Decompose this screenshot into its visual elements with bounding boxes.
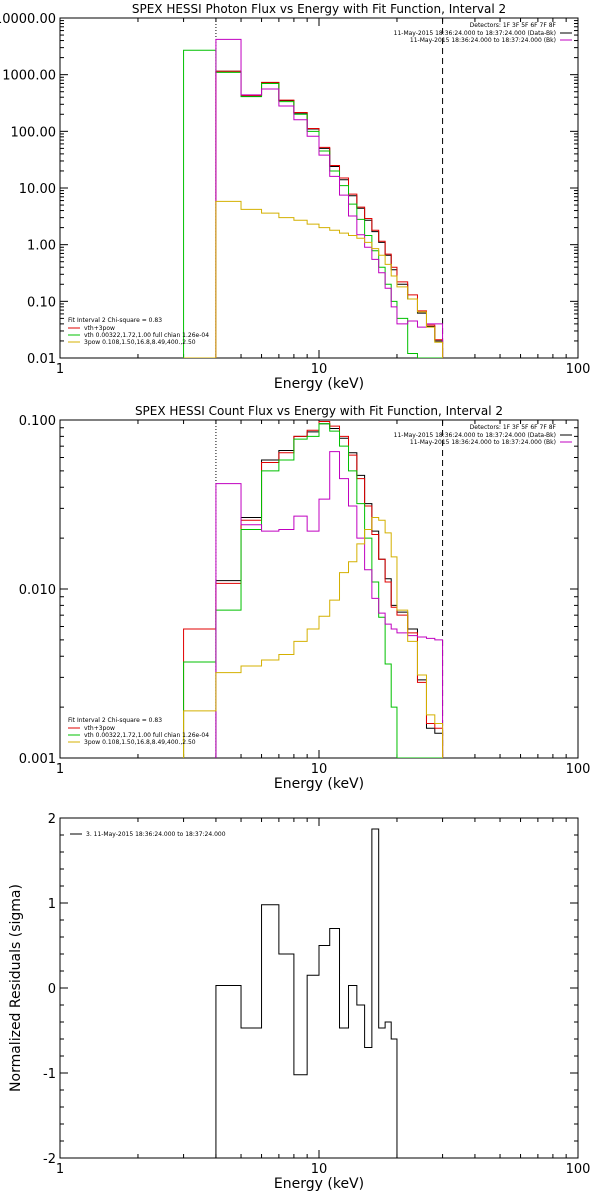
x-tick-label: 100 <box>566 762 591 777</box>
y-tick-label: 1000.00 <box>2 69 56 84</box>
y-tick-label: 10.00 <box>19 182 56 197</box>
legend-item-label: 11-May-2015 18:36:24.000 to 18:37:24.000… <box>410 439 556 446</box>
series-1-histogram <box>183 420 444 758</box>
x-axis-label: Energy (keV) <box>274 776 364 792</box>
y-tick-label: 0.01 <box>27 352 56 367</box>
legend-item-label: 3pow 0.108,1.50,16.8,8.49,400.,2.50 <box>84 339 196 346</box>
series-4-histogram <box>183 200 444 358</box>
legend-fit-header: Fit Interval 2 Chi-square = 0.83 <box>68 317 162 324</box>
y-tick-label: 1.00 <box>27 239 56 254</box>
legend-item-label: 11-May-2015 18:36:24.000 to 18:37:24.000… <box>394 432 556 439</box>
y-tick-label: -2 <box>43 1152 56 1167</box>
y-tick-label: 0.010 <box>19 583 56 598</box>
series-0-histogram <box>215 423 444 758</box>
y-tick-label: 0.001 <box>19 752 56 767</box>
series-2-histogram <box>183 49 443 358</box>
legend-item-label: vth+3pow <box>84 725 115 732</box>
series-1-histogram <box>215 70 444 358</box>
chart-panel-3: 1 10 100 Energy (keV) -2 -1 0 1 2 Normalized Resi… <box>8 812 590 1192</box>
legend-item-label: vth 0.00322,1.72,1.00 full chian 1.26e-0… <box>84 732 209 739</box>
y-axis-label: Normalized Residuals (sigma) <box>8 884 24 1092</box>
chart-panel-1: SPEX HESSI Photon Flux vs Energy with Fi… <box>0 2 590 392</box>
series-0-histogram <box>215 828 398 1158</box>
x-axis-label: Energy (keV) <box>274 376 364 392</box>
legend-item-label: 3. 11-May-2015 18:36:24.000 to 18:37:24.… <box>86 831 226 838</box>
y-tick-label: 0.100 <box>19 414 56 429</box>
legend-detectors: Detectors: 1F 3F 5F 6F 7F 8F <box>470 424 557 431</box>
y-tick-label: 1 <box>48 897 56 912</box>
legend-item-label: vth 0.00322,1.72,1.00 full chian 1.26e-0… <box>84 332 209 339</box>
plot-frame <box>59 17 579 359</box>
x-tick-label: 1 <box>56 762 64 777</box>
legend-item-label: 11-May-2015 18:36:24.000 to 18:37:24.000… <box>394 30 556 37</box>
chart-title: SPEX HESSI Photon Flux vs Energy with Fi… <box>132 2 506 16</box>
legend-item-label: 11-May-2015 18:36:24.000 to 18:37:24.000… <box>410 37 556 44</box>
x-tick-label: 100 <box>566 362 591 377</box>
legend-fit-header: Fit Interval 2 Chi-square = 0.83 <box>68 717 162 724</box>
y-tick-label: 0.10 <box>27 295 56 310</box>
x-tick-label: 100 <box>566 1162 591 1177</box>
chart-title: SPEX HESSI Count Flux vs Energy with Fit… <box>135 404 503 418</box>
y-tick-label: 100.00 <box>11 125 57 140</box>
plot-frame <box>59 419 579 759</box>
legend-detectors: Detectors: 1F 3F 5F 6F 7F 8F <box>470 22 557 29</box>
y-tick-label: 2 <box>48 812 56 827</box>
y-tick-label: -1 <box>43 1067 56 1082</box>
x-tick-label: 1 <box>56 1162 64 1177</box>
x-axis-label: Energy (keV) <box>274 1176 364 1192</box>
x-tick-label: 10 <box>311 762 328 777</box>
chart-panel-2: SPEX HESSI Count Flux vs Energy with Fit… <box>19 404 591 792</box>
x-tick-label: 1 <box>56 362 64 377</box>
legend-item-label: vth+3pow <box>84 325 115 332</box>
series-3-histogram <box>215 451 444 758</box>
y-tick-label: 0 <box>48 982 56 997</box>
y-tick-label: 10000.00 <box>0 12 56 27</box>
legend-item-label: 3pow 0.108,1.50,16.8,8.49,400.,2.50 <box>84 739 196 746</box>
series-0-histogram <box>215 70 444 358</box>
plot-frame <box>59 817 579 1159</box>
x-tick-label: 10 <box>311 362 328 377</box>
series-4-histogram <box>183 516 444 758</box>
series-3-histogram <box>215 38 444 358</box>
series-2-histogram <box>183 423 443 758</box>
x-tick-label: 10 <box>311 1162 328 1177</box>
